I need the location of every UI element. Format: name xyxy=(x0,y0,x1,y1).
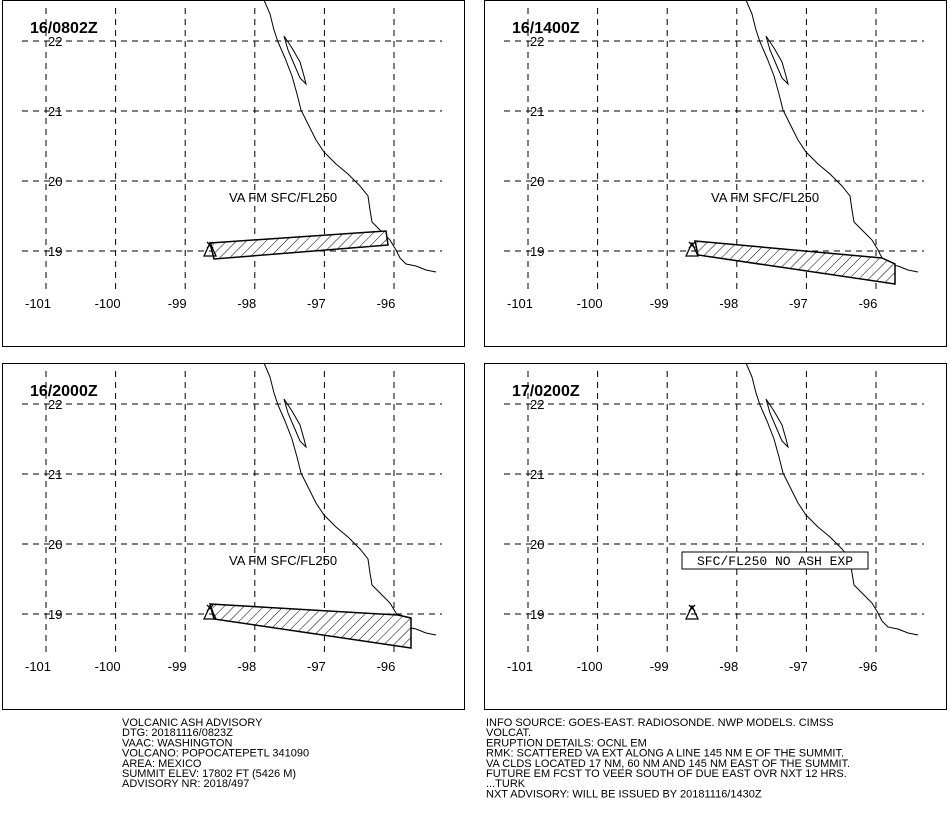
advisory-line: ADVISORY NR: 2018/497 xyxy=(122,778,249,790)
longitude-label: -100 xyxy=(95,296,121,311)
latitude-label: 19 xyxy=(530,607,544,622)
longitude-label: -101 xyxy=(25,659,51,674)
longitude-label: -100 xyxy=(577,296,603,311)
longitude-label: -97 xyxy=(307,659,326,674)
lagoon xyxy=(765,35,789,86)
latitude-label: 19 xyxy=(48,607,62,622)
longitude-label: -96 xyxy=(859,296,878,311)
latitude-label: 22 xyxy=(48,397,62,412)
advisory-line: SUMMIT ELEV: 17802 FT (5426 M) xyxy=(122,768,296,780)
longitude-label: -99 xyxy=(650,296,669,311)
latitude-label: 20 xyxy=(48,174,62,189)
longitude-label: -97 xyxy=(789,659,808,674)
coastline xyxy=(263,0,437,273)
latitude-label: 19 xyxy=(48,244,62,259)
map-panel: -101 -100 -99 -98 -97 -96 22 21 20 19 16/0802Z VA F… xyxy=(2,0,465,347)
advisory-line: ...TURK xyxy=(486,778,526,790)
annotation: VA FM SFC/FL250 xyxy=(711,190,819,205)
map-panel: -101 -100 -99 -98 -97 -96 22 21 20 19 17/0200Z SFC/… xyxy=(484,362,947,710)
volcano-symbol xyxy=(202,604,218,620)
advisory-line: VAAC: WASHINGTON xyxy=(122,737,232,749)
longitude-label: -96 xyxy=(377,296,396,311)
panel-frame xyxy=(2,0,465,347)
latitude-label: 20 xyxy=(48,537,62,552)
longitude-label: -97 xyxy=(307,296,326,311)
map-panel: -101 -100 -99 -98 -97 -96 22 21 20 19 16/2000Z VA F… xyxy=(2,362,465,710)
advisory-line: AREA: MEXICO xyxy=(122,758,202,770)
longitude-label: -98 xyxy=(719,296,738,311)
time-label: 16/2000Z xyxy=(30,383,98,400)
longitude-label: -96 xyxy=(377,659,396,674)
latitude-label: 22 xyxy=(530,397,544,412)
ash-area xyxy=(694,240,896,285)
volcano-symbol xyxy=(202,241,218,257)
latitude-label: 19 xyxy=(530,244,544,259)
latitude-label: 22 xyxy=(530,34,544,49)
longitude-label: -99 xyxy=(168,296,187,311)
advisory-line: VOLCANO: POPOCATEPETL 341090 xyxy=(122,748,309,760)
longitude-label: -96 xyxy=(859,659,878,674)
latitude-label: 21 xyxy=(48,467,62,482)
advisory-line: DTG: 20181116/0823Z xyxy=(122,727,233,739)
latitude-label: 20 xyxy=(530,174,544,189)
advisory-line: VOLCANIC ASH ADVISORY xyxy=(122,717,263,729)
longitude-label: -101 xyxy=(507,296,533,311)
longitude-label: -99 xyxy=(168,659,187,674)
advisory-line: NXT ADVISORY: WILL BE ISSUED BY 20181116… xyxy=(486,788,762,800)
time-label: 17/0200Z xyxy=(512,383,580,400)
longitude-label: -98 xyxy=(719,659,738,674)
longitude-label: -98 xyxy=(237,296,256,311)
lagoon xyxy=(765,398,789,449)
ash-area xyxy=(209,603,412,649)
longitude-label: -97 xyxy=(789,296,808,311)
lagoon xyxy=(283,35,307,86)
volcano-symbol xyxy=(684,604,700,620)
latitude-label: 21 xyxy=(48,104,62,119)
annotation-box xyxy=(681,551,869,570)
lagoon xyxy=(283,398,307,449)
latitude-label: 21 xyxy=(530,467,544,482)
advisory-line: INFO SOURCE: GOES-EAST. RADIOSONDE. NWP … xyxy=(486,717,834,729)
advisory-line: ERUPTION DETAILS: OCNL EM xyxy=(486,737,647,749)
ash-area xyxy=(209,230,389,260)
annotation: SFC/FL250 NO ASH EXP xyxy=(697,554,853,569)
longitude-label: -100 xyxy=(95,659,121,674)
time-label: 16/0802Z xyxy=(30,20,98,37)
latitude-label: 21 xyxy=(530,104,544,119)
map-panel: -101 -100 -99 -98 -97 -96 22 21 20 19 16/1400Z VA F… xyxy=(484,0,947,347)
annotation: VA FM SFC/FL250 xyxy=(229,190,337,205)
longitude-label: -101 xyxy=(25,296,51,311)
advisory-line: FUTURE EM FCST TO VEER SOUTH OF DUE EAST… xyxy=(486,768,847,780)
longitude-label: -100 xyxy=(577,659,603,674)
advisory-line: VOLCAT. xyxy=(486,727,531,739)
latitude-label: 22 xyxy=(48,34,62,49)
volcano-symbol xyxy=(684,241,700,257)
longitude-label: -101 xyxy=(507,659,533,674)
panel-frame xyxy=(2,363,465,710)
advisory-line: VA CLDS LOCATED 17 NM, 60 NM AND 145 NM … xyxy=(486,758,850,770)
time-label: 16/1400Z xyxy=(512,20,580,37)
longitude-label: -99 xyxy=(650,659,669,674)
advisory-line: RMK: SCATTERED VA EXT ALONG A LINE 145 N… xyxy=(486,748,844,760)
panel-frame xyxy=(484,0,947,347)
longitude-label: -98 xyxy=(237,659,256,674)
latitude-label: 20 xyxy=(530,537,544,552)
annotation: VA FM SFC/FL250 xyxy=(229,553,337,568)
panel-frame xyxy=(484,363,947,710)
coastline xyxy=(745,362,919,636)
